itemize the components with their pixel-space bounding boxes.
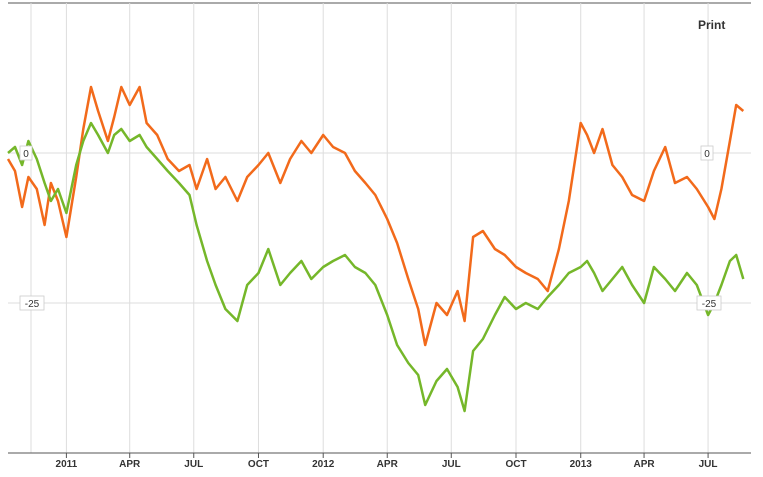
- y-tick-label: 0: [700, 145, 714, 161]
- svg-text:0: 0: [704, 149, 710, 160]
- x-tick-label: JUL: [699, 459, 718, 470]
- x-axis-ticks: 2011 APR JUL OCT 2012 APR JUL OCT 2013 APR JUL: [56, 453, 718, 470]
- y-tick-label: -25: [696, 295, 722, 311]
- x-tick-label: APR: [633, 459, 655, 470]
- x-tick-label: OCT: [505, 459, 526, 470]
- series-line-2: [7, 121, 745, 413]
- svg-text:0: 0: [23, 149, 29, 160]
- plot-series: [6, 85, 745, 413]
- y-axis-ticks: 0 -25 0 -25: [19, 145, 722, 311]
- svg-text:-25: -25: [702, 299, 717, 310]
- y-tick-label: 0: [19, 145, 33, 161]
- svg-text:-25: -25: [25, 299, 40, 310]
- x-tick-label: JUL: [184, 459, 203, 470]
- x-tick-label: 2013: [570, 459, 593, 470]
- series-line-1: [6, 85, 745, 347]
- x-tick-label: APR: [377, 459, 399, 470]
- y-tick-label: -25: [19, 295, 45, 311]
- grid-lines: [8, 3, 751, 453]
- x-tick-label: JUL: [442, 459, 461, 470]
- x-tick-label: 2011: [56, 459, 78, 470]
- x-tick-label: 2012: [312, 459, 335, 470]
- x-tick-label: OCT: [248, 459, 269, 470]
- x-tick-label: APR: [119, 459, 141, 470]
- print-button[interactable]: Print: [698, 18, 726, 32]
